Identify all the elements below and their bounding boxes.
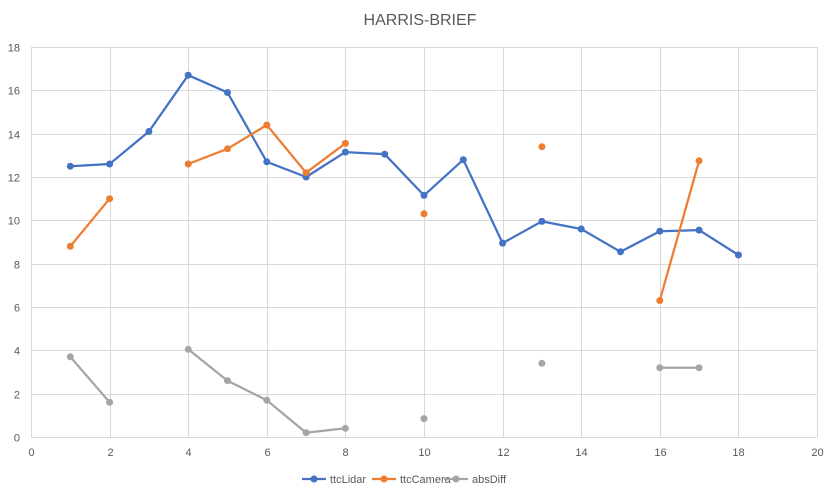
data-point-absDiff [184, 345, 192, 353]
data-point-ttcCamera [106, 195, 114, 203]
legend-item-ttcLidar: ttcLidar [302, 474, 366, 486]
data-point-ttcCamera [656, 297, 664, 304]
data-point-ttcCamera [341, 139, 349, 147]
data-point-absDiff [263, 396, 271, 404]
data-point-ttcLidar [106, 160, 114, 168]
gridlines [31, 47, 818, 438]
data-point-ttcLidar [381, 150, 389, 158]
data-point-ttcLidar [499, 239, 507, 247]
data-point-ttcCamera [224, 145, 231, 153]
data-point-ttcLidar [695, 226, 703, 234]
data-point-absDiff [302, 429, 310, 437]
data-point-ttcLidar [263, 158, 271, 166]
x-tick-label: 0 [28, 447, 34, 459]
x-tick-label: 16 [654, 447, 666, 459]
series-line-ttcLidar [69, 74, 740, 257]
data-point-ttcCamera [538, 143, 546, 151]
legend-swatch-marker [380, 475, 388, 483]
data-point-ttcCamera [420, 210, 428, 218]
data-point-absDiff [66, 353, 74, 361]
x-tick-label: 4 [185, 447, 191, 459]
data-point-ttcLidar [656, 227, 664, 235]
legend-item-ttcCamera: ttcCamera [372, 474, 452, 486]
data-point-absDiff [695, 364, 703, 372]
data-point-ttcLidar [617, 248, 624, 256]
series-absDiff [66, 345, 703, 437]
series-line-ttcCamera [69, 197, 111, 248]
data-point-absDiff [341, 424, 349, 432]
legend-label: ttcCamera [400, 474, 452, 486]
legend-label: absDiff [472, 474, 507, 486]
x-tick-label: 14 [575, 447, 587, 459]
y-tick-label: 10 [8, 216, 20, 228]
series-line-ttcCamera [187, 123, 347, 174]
legend-swatch-marker [310, 475, 318, 483]
y-tick-label: 4 [14, 346, 20, 358]
series-ttcLidar [66, 71, 742, 259]
data-point-absDiff [538, 359, 546, 367]
y-tick-label: 6 [14, 303, 20, 315]
data-point-ttcCamera [184, 160, 192, 168]
x-tick-label: 12 [497, 447, 509, 459]
y-tick-label: 8 [14, 260, 20, 272]
data-point-ttcCamera [695, 157, 703, 165]
series-layer [66, 71, 742, 437]
data-point-absDiff [106, 398, 114, 406]
y-tick-label: 12 [8, 173, 20, 185]
x-tick-label: 8 [342, 447, 348, 459]
data-point-ttcLidar [184, 71, 192, 79]
y-tick-label: 2 [14, 390, 20, 402]
data-point-absDiff [420, 415, 428, 423]
legend-swatch-marker [452, 475, 460, 483]
x-tick-label: 2 [107, 447, 113, 459]
legend-item-absDiff: absDiff [444, 474, 507, 486]
legend-label: ttcLidar [330, 474, 366, 486]
data-point-ttcLidar [224, 89, 231, 96]
x-tick-label: 20 [811, 447, 823, 459]
data-point-ttcLidar [459, 156, 467, 164]
data-point-ttcCamera [263, 121, 271, 129]
series-line-absDiff [69, 355, 111, 404]
chart-title: HARRIS-BRIEF [364, 12, 477, 29]
data-point-ttcLidar [577, 225, 585, 233]
data-point-ttcLidar [341, 148, 349, 156]
data-point-ttcLidar [538, 217, 546, 225]
data-point-ttcLidar [66, 162, 74, 170]
y-tick-label: 0 [14, 433, 20, 445]
data-point-ttcCamera [66, 242, 74, 250]
series-line-ttcCamera [658, 159, 701, 302]
y-tick-label: 18 [8, 43, 20, 55]
data-point-ttcCamera [302, 169, 310, 177]
x-tick-label: 6 [264, 447, 270, 459]
legend: ttcLidar ttcCamera absDiff [302, 474, 507, 486]
data-point-absDiff [224, 377, 231, 385]
data-point-ttcLidar [734, 251, 742, 259]
data-point-absDiff [656, 364, 664, 372]
series-ttcCamera [66, 121, 703, 304]
y-tick-label: 16 [8, 86, 20, 98]
x-tick-label: 18 [732, 447, 744, 459]
series-line-absDiff [187, 348, 347, 434]
y-tick-label: 14 [8, 130, 20, 142]
data-point-ttcLidar [145, 128, 153, 135]
axis-tick-labels: 0 2 4 6 8 10 12 14 16 18 0 2 4 6 8 10 12 14 16 18 20 [8, 43, 824, 460]
data-point-ttcLidar [420, 191, 428, 199]
x-tick-label: 10 [418, 447, 430, 459]
